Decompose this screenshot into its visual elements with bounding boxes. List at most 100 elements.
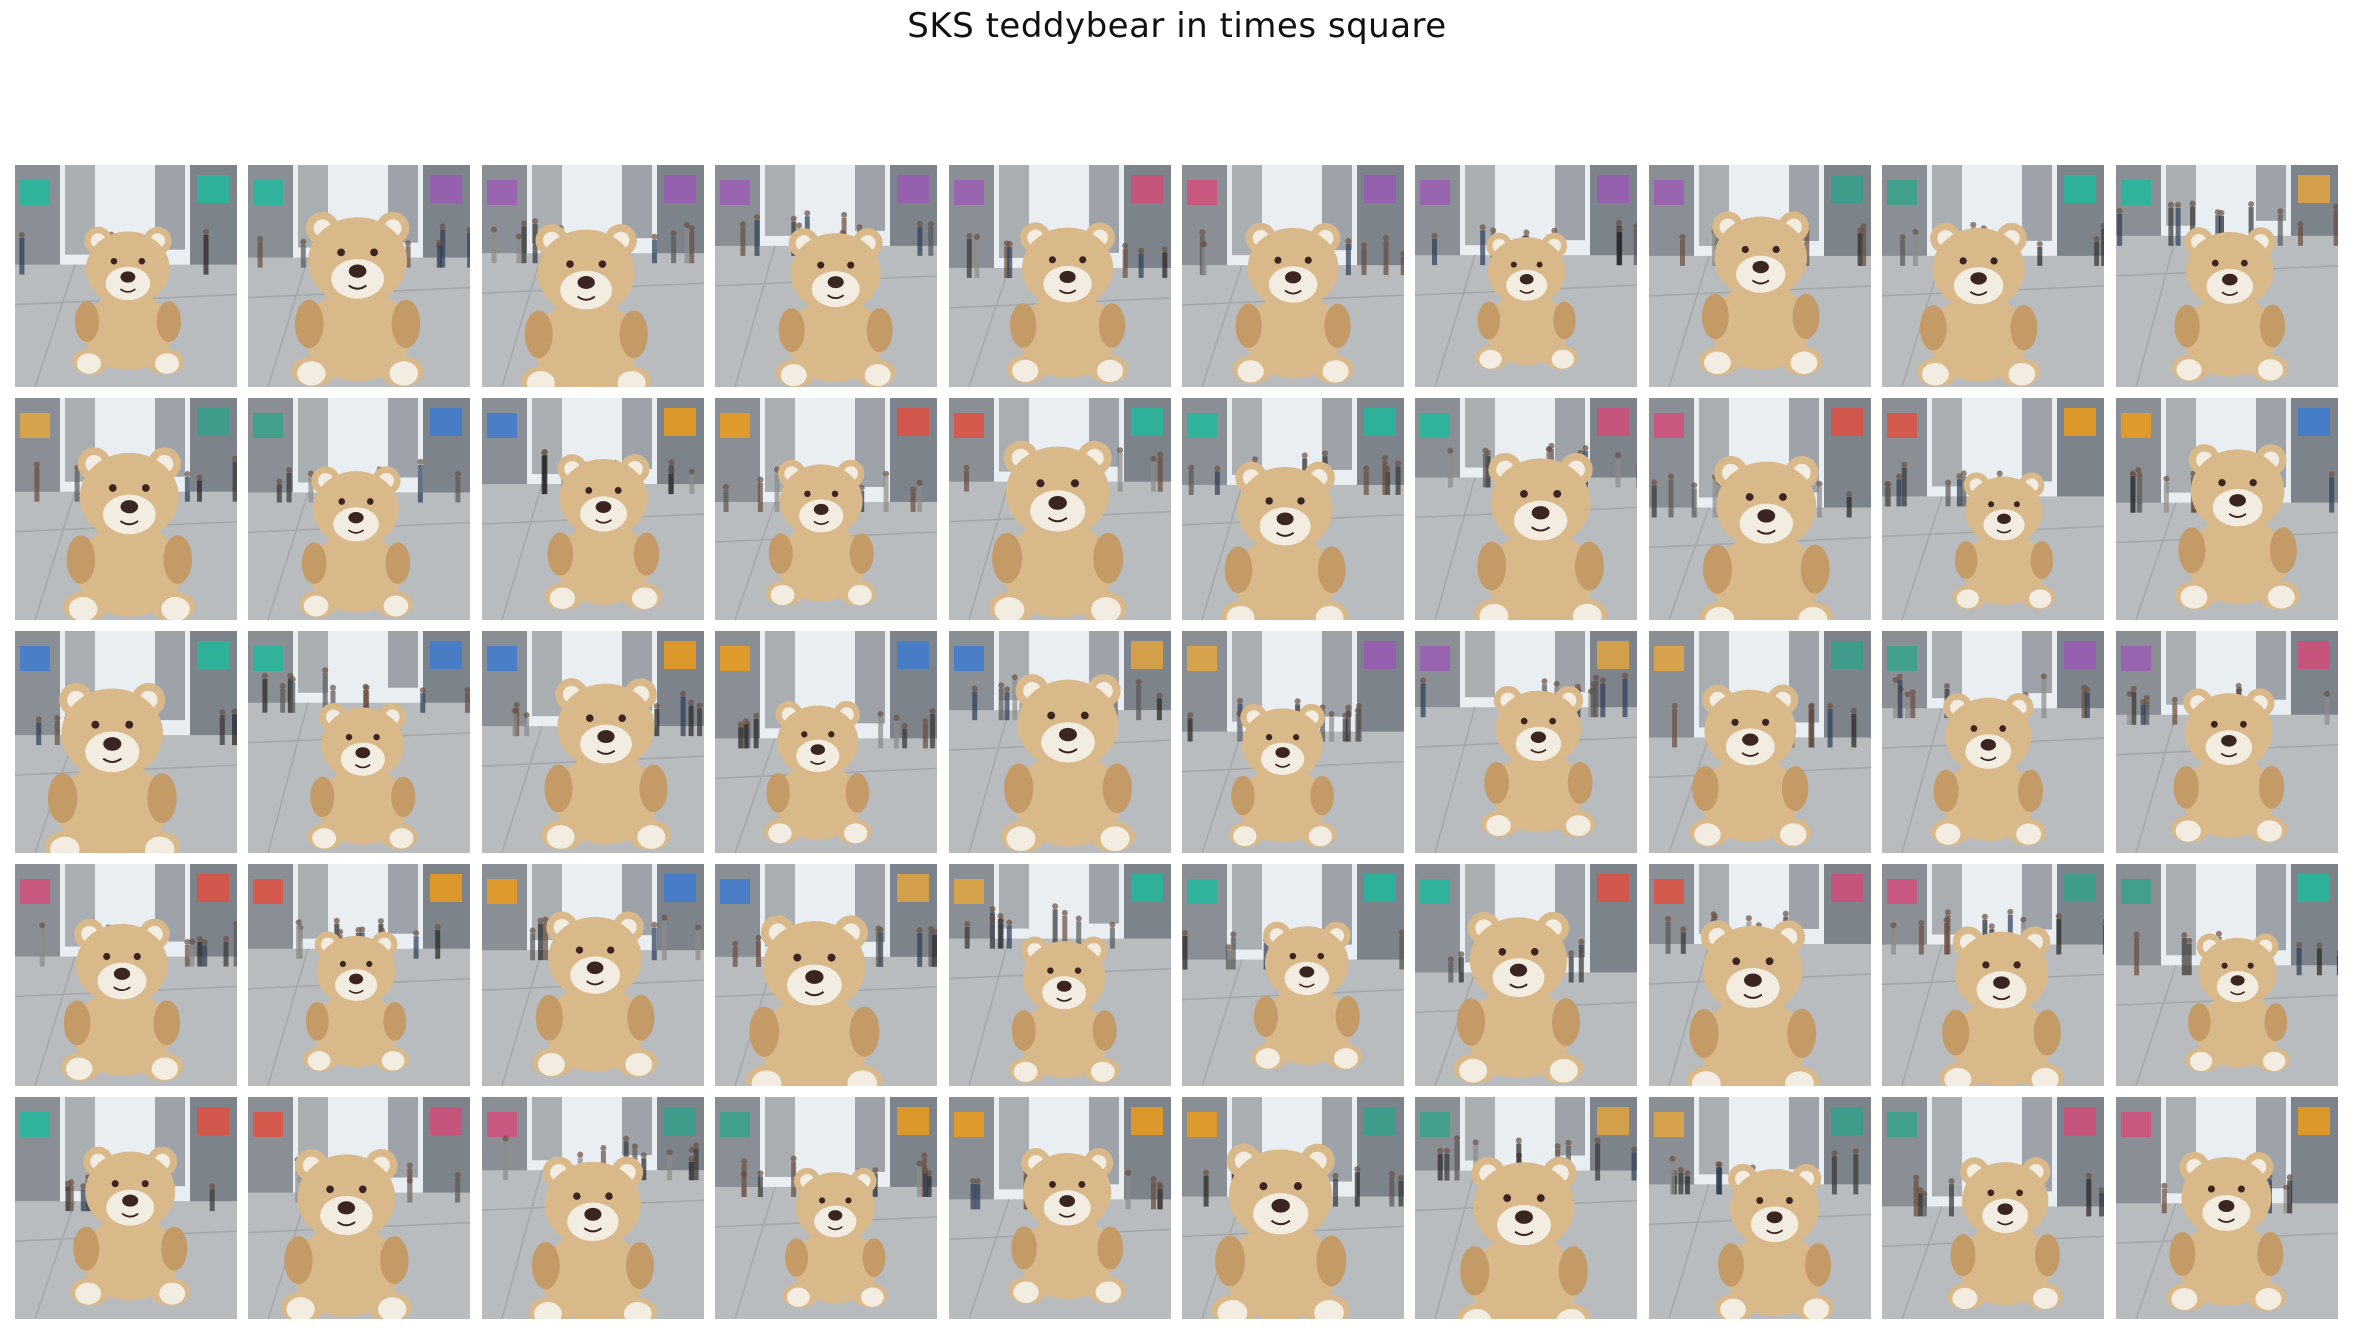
teddybear-photo — [15, 1097, 237, 1319]
teddybear-photo — [248, 165, 471, 387]
teddybear-photo — [248, 631, 471, 853]
teddybear-photo — [1648, 398, 1871, 620]
teddybear-photo — [2115, 398, 2338, 620]
teddybear-photo — [1182, 1097, 1404, 1319]
teddybear-photo — [1882, 864, 2105, 1086]
teddybear-photo — [15, 631, 237, 853]
teddybear-image-tile — [2115, 165, 2338, 387]
teddybear-image-tile — [715, 398, 938, 620]
teddybear-photo — [1882, 165, 2105, 387]
teddybear-image-tile — [948, 398, 1171, 620]
teddybear-photo — [715, 165, 938, 387]
teddybear-image-tile — [1648, 165, 1871, 387]
teddybear-image-tile — [1882, 1097, 2105, 1319]
teddybear-image-tile — [1882, 165, 2105, 387]
teddybear-image-tile — [1882, 631, 2105, 853]
teddybear-photo — [248, 398, 471, 620]
teddybear-photo — [1415, 398, 1638, 620]
teddybear-image-tile — [1182, 398, 1404, 620]
teddybear-image-tile — [948, 1097, 1171, 1319]
teddybear-photo — [481, 1097, 704, 1319]
teddybear-photo — [948, 398, 1171, 620]
teddybear-image-tile — [1415, 165, 1638, 387]
teddybear-image-tile — [481, 165, 704, 387]
teddybear-image-tile — [15, 631, 237, 853]
teddybear-image-tile — [1182, 864, 1404, 1086]
teddybear-photo — [1648, 1097, 1871, 1319]
teddybear-image-tile — [948, 631, 1171, 853]
teddybear-image-tile — [1415, 631, 1638, 853]
teddybear-photo — [481, 165, 704, 387]
teddybear-photo — [481, 631, 704, 853]
teddybear-photo — [1182, 864, 1404, 1086]
teddybear-photo — [948, 1097, 1171, 1319]
teddybear-photo — [1415, 864, 1638, 1086]
teddybear-photo — [1182, 398, 1404, 620]
teddybear-photo — [1648, 631, 1871, 853]
teddybear-photo — [1415, 631, 1638, 853]
teddybear-photo — [1648, 165, 1871, 387]
teddybear-photo — [248, 1097, 471, 1319]
teddybear-photo — [948, 165, 1171, 387]
teddybear-photo — [948, 631, 1171, 853]
teddybear-image-tile — [2115, 1097, 2338, 1319]
teddybear-image-tile — [248, 398, 471, 620]
teddybear-photo — [715, 398, 938, 620]
teddybear-photo — [1415, 1097, 1638, 1319]
teddybear-photo — [715, 1097, 938, 1319]
teddybear-image-tile — [1648, 398, 1871, 620]
teddybear-photo — [1415, 165, 1638, 387]
teddybear-photo — [1648, 864, 1871, 1086]
teddybear-photo — [2115, 165, 2338, 387]
teddybear-photo — [1182, 631, 1404, 853]
teddybear-image-tile — [15, 398, 237, 620]
teddybear-image-tile — [248, 165, 471, 387]
teddybear-photo — [248, 864, 471, 1086]
teddybear-image-tile — [481, 1097, 704, 1319]
figure-title: SKS teddybear in times square — [907, 6, 1447, 46]
teddybear-photo — [2115, 631, 2338, 853]
teddybear-image-tile — [15, 165, 237, 387]
teddybear-photo — [1882, 398, 2105, 620]
teddybear-image-tile — [15, 864, 237, 1086]
teddybear-image-tile — [1182, 165, 1404, 387]
teddybear-photo — [1882, 631, 2105, 853]
teddybear-photo — [2115, 1097, 2338, 1319]
teddybear-image-tile — [1415, 1097, 1638, 1319]
teddybear-image-tile — [948, 864, 1171, 1086]
teddybear-image-tile — [2115, 631, 2338, 853]
teddybear-image-tile — [248, 631, 471, 853]
teddybear-image-tile — [1882, 864, 2105, 1086]
teddybear-image-tile — [2115, 864, 2338, 1086]
teddybear-photo — [15, 165, 237, 387]
teddybear-photo — [15, 398, 237, 620]
teddybear-image-tile — [715, 1097, 938, 1319]
teddybear-image-tile — [248, 864, 471, 1086]
teddybear-photo — [2115, 864, 2338, 1086]
teddybear-photo — [715, 631, 938, 853]
teddybear-photo — [1182, 165, 1404, 387]
teddybear-image-tile — [715, 864, 938, 1086]
teddybear-image-tile — [481, 631, 704, 853]
teddybear-image-tile — [481, 864, 704, 1086]
teddybear-image-tile — [1182, 631, 1404, 853]
teddybear-image-tile — [715, 631, 938, 853]
teddybear-image-tile — [715, 165, 938, 387]
teddybear-image-tile — [1882, 398, 2105, 620]
teddybear-image-tile — [1415, 398, 1638, 620]
teddybear-image-tile — [1182, 1097, 1404, 1319]
teddybear-image-tile — [248, 1097, 471, 1319]
teddybear-image-tile — [1415, 864, 1638, 1086]
teddybear-photo — [15, 864, 237, 1086]
teddybear-image-tile — [481, 398, 704, 620]
teddybear-photo — [481, 398, 704, 620]
teddybear-photo — [715, 864, 938, 1086]
teddybear-photo — [1882, 1097, 2105, 1319]
teddybear-image-tile — [2115, 398, 2338, 620]
teddybear-image-tile — [15, 1097, 237, 1319]
teddybear-photo — [481, 864, 704, 1086]
teddybear-image-tile — [1648, 1097, 1871, 1319]
teddybear-image-tile — [948, 165, 1171, 387]
teddybear-image-tile — [1648, 631, 1871, 853]
